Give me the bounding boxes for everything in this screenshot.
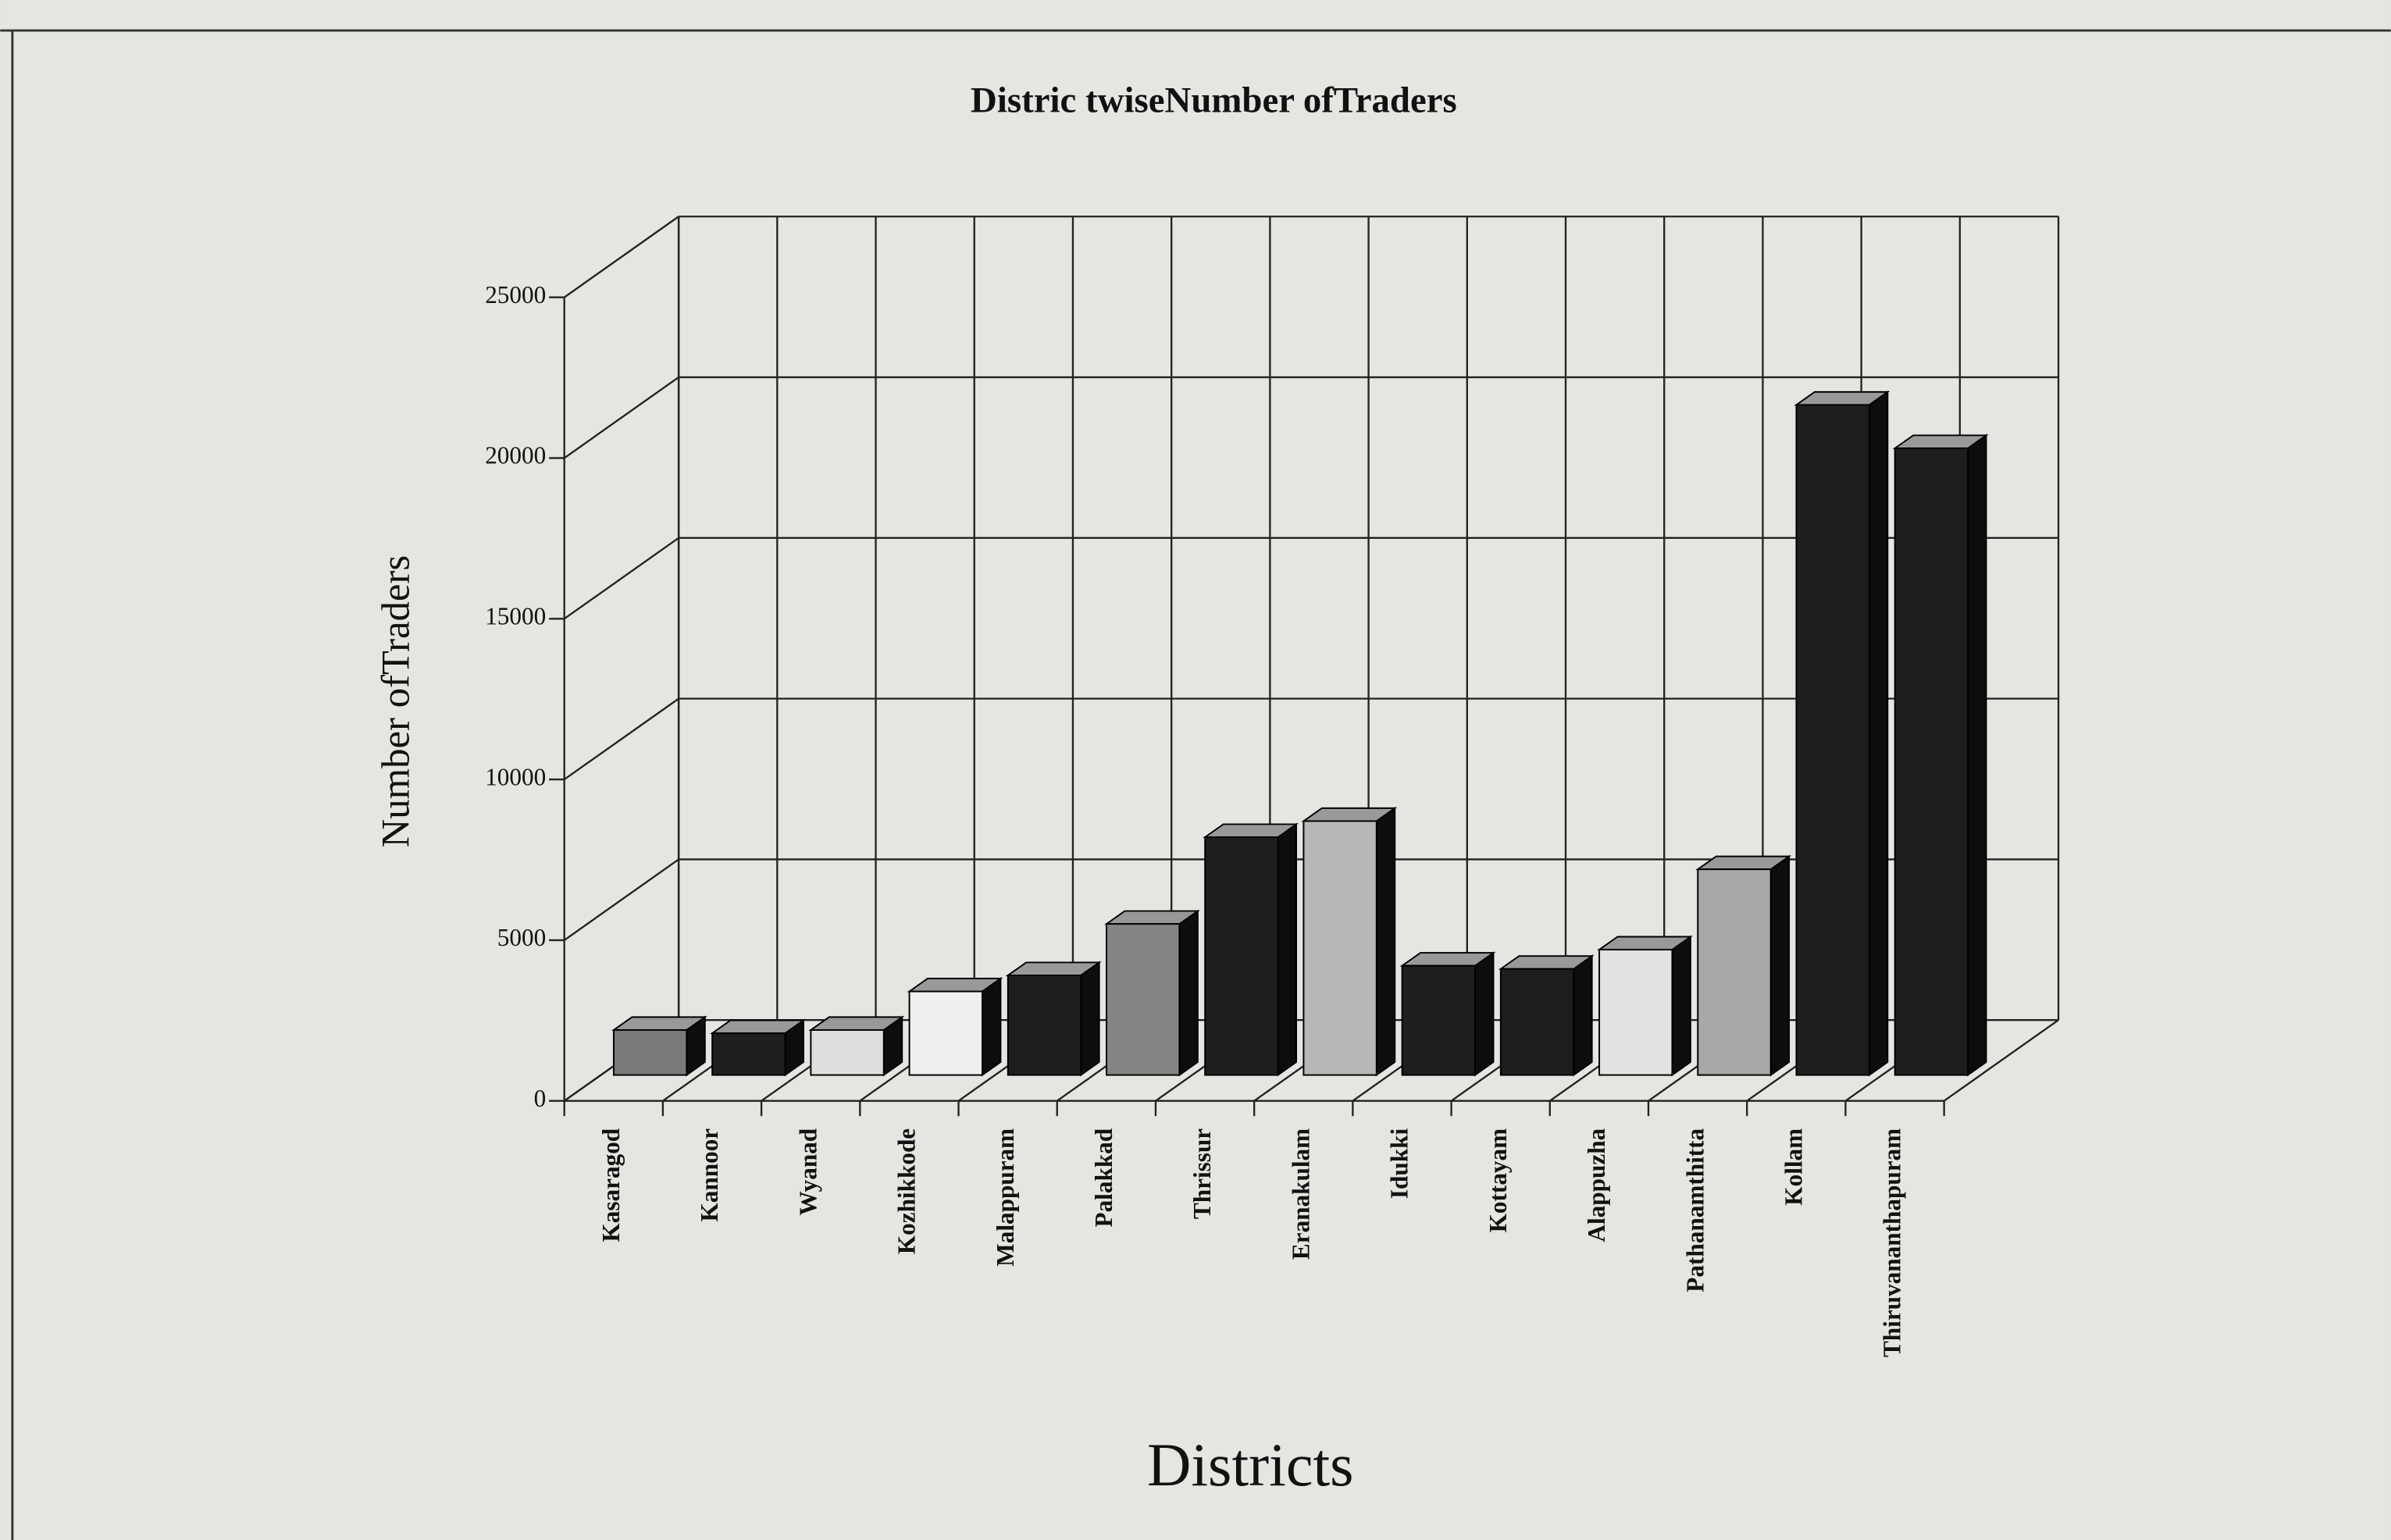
x-tick-label: Pathanamthitta bbox=[1681, 1128, 1709, 1292]
x-tick-label: Palakkad bbox=[1090, 1128, 1117, 1227]
bar bbox=[1894, 447, 1969, 1076]
grid-line-side bbox=[563, 858, 679, 941]
bar-side bbox=[1178, 909, 1199, 1077]
bar-side bbox=[982, 977, 1002, 1077]
x-tick-label: Eranakulam bbox=[1287, 1128, 1314, 1260]
y-tick-label: 0 bbox=[534, 1085, 547, 1112]
bar-side bbox=[1080, 961, 1100, 1077]
bar bbox=[908, 990, 983, 1076]
bar bbox=[1697, 868, 1772, 1076]
bar-side bbox=[1671, 935, 1691, 1077]
x-tick-label: Idukki bbox=[1386, 1128, 1413, 1200]
bar bbox=[1302, 820, 1377, 1076]
x-tick-label: Alappuzha bbox=[1583, 1128, 1610, 1242]
x-axis-label: Districts bbox=[1147, 1431, 1354, 1499]
x-tick-label: Wyanad bbox=[794, 1128, 821, 1215]
x-tick-label: Malappuram bbox=[992, 1128, 1019, 1267]
bar-side bbox=[1474, 951, 1495, 1077]
bar bbox=[711, 1032, 786, 1076]
floor-line bbox=[1943, 1019, 2059, 1102]
bar-side bbox=[1375, 806, 1396, 1077]
grid-line-side bbox=[563, 216, 679, 298]
grid-line-side bbox=[563, 376, 679, 459]
bar-side bbox=[1769, 854, 1791, 1077]
bar bbox=[1795, 404, 1870, 1076]
grid-line-side bbox=[563, 697, 679, 781]
bar bbox=[1401, 964, 1477, 1076]
y-tick-label: 15000 bbox=[485, 602, 546, 629]
bar bbox=[612, 1028, 688, 1076]
bar bbox=[1106, 923, 1181, 1076]
x-tick-label: Thiruvananthapuram bbox=[1879, 1128, 1906, 1357]
bar-side bbox=[1967, 433, 1987, 1077]
grid-line-side bbox=[563, 537, 679, 620]
y-tick-label: 20000 bbox=[485, 442, 546, 469]
y-tick-label: 25000 bbox=[485, 281, 546, 308]
x-tick-label: Kasaragod bbox=[597, 1128, 625, 1242]
bar-side bbox=[1868, 390, 1889, 1077]
bar-side bbox=[1573, 954, 1593, 1077]
bar bbox=[1007, 975, 1082, 1076]
y-axis-label: Number ofTraders bbox=[373, 555, 417, 847]
bar bbox=[1598, 949, 1673, 1076]
bar bbox=[1499, 968, 1575, 1076]
bar-side bbox=[1277, 822, 1298, 1077]
bar bbox=[810, 1028, 885, 1076]
x-tick-label: Kottayam bbox=[1484, 1128, 1512, 1233]
y-tick-label: 10000 bbox=[485, 763, 546, 790]
chart-title: Distric twiseNumber ofTraders bbox=[971, 80, 1457, 121]
x-tick-label: Kozhikkode bbox=[893, 1128, 921, 1254]
bar bbox=[1204, 836, 1279, 1076]
y-tick-label: 5000 bbox=[497, 924, 546, 951]
x-tick-label: Kollam bbox=[1780, 1128, 1808, 1206]
x-tick-label: Kannoor bbox=[696, 1128, 723, 1222]
x-tick-label: Thrissur bbox=[1188, 1128, 1216, 1219]
